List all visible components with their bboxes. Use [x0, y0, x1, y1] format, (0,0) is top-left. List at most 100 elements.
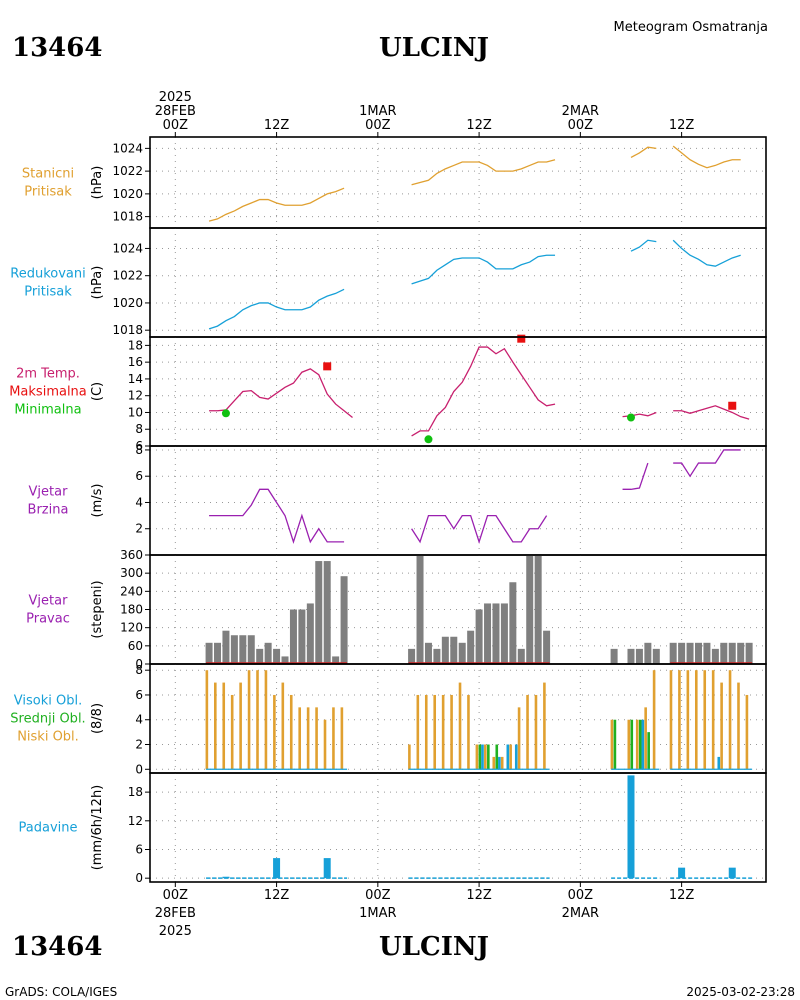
series-line: [208, 288, 345, 330]
bar: [635, 719, 639, 770]
bar: [273, 694, 276, 770]
bar: [424, 642, 432, 664]
time-label-bottom: 1MAR: [359, 906, 396, 921]
bar: [526, 694, 529, 770]
y-tick-label: 6: [135, 842, 143, 856]
panel-oblaci: [145, 663, 767, 774]
y-tick-label: 18: [128, 785, 143, 799]
bar: [408, 648, 416, 664]
panel-stanicni: [145, 136, 767, 229]
bar: [703, 642, 711, 664]
bar: [627, 719, 631, 770]
y-tick-label: 1020: [112, 187, 143, 201]
bar: [256, 670, 259, 770]
max-temp-marker: [728, 401, 737, 410]
bar: [720, 642, 728, 664]
bar: [543, 630, 551, 664]
time-label-bottom: 00Z: [568, 888, 594, 903]
panel-label: Stanicni: [22, 167, 74, 182]
panel-temp: [145, 334, 767, 447]
station-name-top: ULCINJ: [379, 33, 489, 63]
bar: [475, 609, 483, 664]
bar: [500, 603, 508, 664]
bar: [205, 670, 209, 770]
bar: [306, 707, 310, 770]
bar: [416, 555, 424, 664]
bar: [669, 670, 673, 770]
y-tick-label: 6: [135, 688, 143, 702]
time-label-top: 00Z: [568, 118, 594, 133]
bar: [627, 775, 635, 879]
bar: [467, 630, 475, 664]
bar: [686, 642, 694, 664]
series-line: [209, 488, 345, 544]
series-line: [672, 239, 741, 267]
bar: [306, 603, 314, 664]
bar: [484, 744, 487, 770]
time-label-top: 2MAR: [562, 104, 599, 119]
bar: [669, 642, 677, 664]
bar: [534, 694, 538, 770]
bar: [638, 719, 642, 770]
bar: [416, 694, 420, 770]
y-tick-label: 360: [120, 548, 143, 562]
bar: [264, 670, 268, 770]
bar: [652, 670, 656, 770]
time-label-bottom: 28FEB: [155, 906, 196, 921]
bar: [450, 694, 453, 770]
bar: [610, 719, 614, 770]
bar: [408, 744, 411, 770]
bar: [323, 719, 327, 770]
y-tick-label: 120: [120, 621, 143, 635]
panel-label: 2m Temp.: [16, 367, 80, 382]
y-tick-label: 0: [135, 657, 143, 671]
bar: [694, 642, 702, 664]
series-line: [411, 159, 556, 186]
bar: [484, 603, 492, 664]
bar: [323, 561, 331, 664]
series-line: [673, 405, 750, 420]
bar: [433, 694, 437, 770]
series-line: [630, 239, 657, 252]
time-label-bottom: 12Z: [466, 888, 492, 903]
product-title: Meteogram Osmatranja: [614, 20, 768, 35]
panel-label: Brzina: [28, 503, 69, 518]
y-tick-label: 1020: [112, 296, 143, 310]
time-label-top: 12Z: [466, 118, 492, 133]
y-tick-label: 0: [135, 871, 143, 885]
bar: [281, 656, 289, 664]
bar: [222, 682, 226, 770]
series-line: [411, 514, 548, 544]
time-label-top: 1MAR: [359, 104, 396, 119]
y-tick-label: 12: [128, 389, 143, 403]
bar: [239, 635, 247, 664]
time-label-bottom: 12Z: [264, 888, 290, 903]
bar: [467, 694, 470, 770]
series-line: [622, 462, 649, 490]
y-tick-label: 180: [120, 603, 143, 617]
panel-label: Minimalna: [14, 403, 81, 418]
bar: [230, 694, 234, 770]
footer-left: GrADS: COLA/IGES: [5, 985, 117, 999]
panel-padavine: [145, 772, 767, 883]
bar: [678, 670, 681, 770]
bar: [509, 582, 517, 664]
y-axis-unit: (m/s): [90, 484, 105, 518]
bar: [613, 719, 617, 770]
station-id-bottom: 13464: [12, 932, 102, 962]
bar: [694, 670, 698, 770]
series-line: [208, 187, 345, 222]
bar: [647, 732, 650, 770]
bar: [289, 609, 297, 664]
bar: [273, 858, 281, 879]
bar: [652, 648, 660, 664]
y-tick-label: 6: [135, 439, 143, 453]
bar: [711, 648, 719, 664]
time-label-bottom: 12Z: [669, 888, 695, 903]
bar: [728, 642, 736, 664]
bar: [222, 630, 230, 664]
bar: [475, 744, 479, 770]
bar: [610, 648, 618, 664]
panel-label: Pritisak: [24, 285, 72, 300]
bar: [315, 707, 318, 770]
